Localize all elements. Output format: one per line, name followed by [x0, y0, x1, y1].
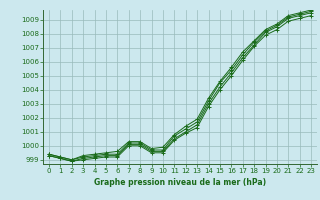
X-axis label: Graphe pression niveau de la mer (hPa): Graphe pression niveau de la mer (hPa) [94, 178, 266, 187]
